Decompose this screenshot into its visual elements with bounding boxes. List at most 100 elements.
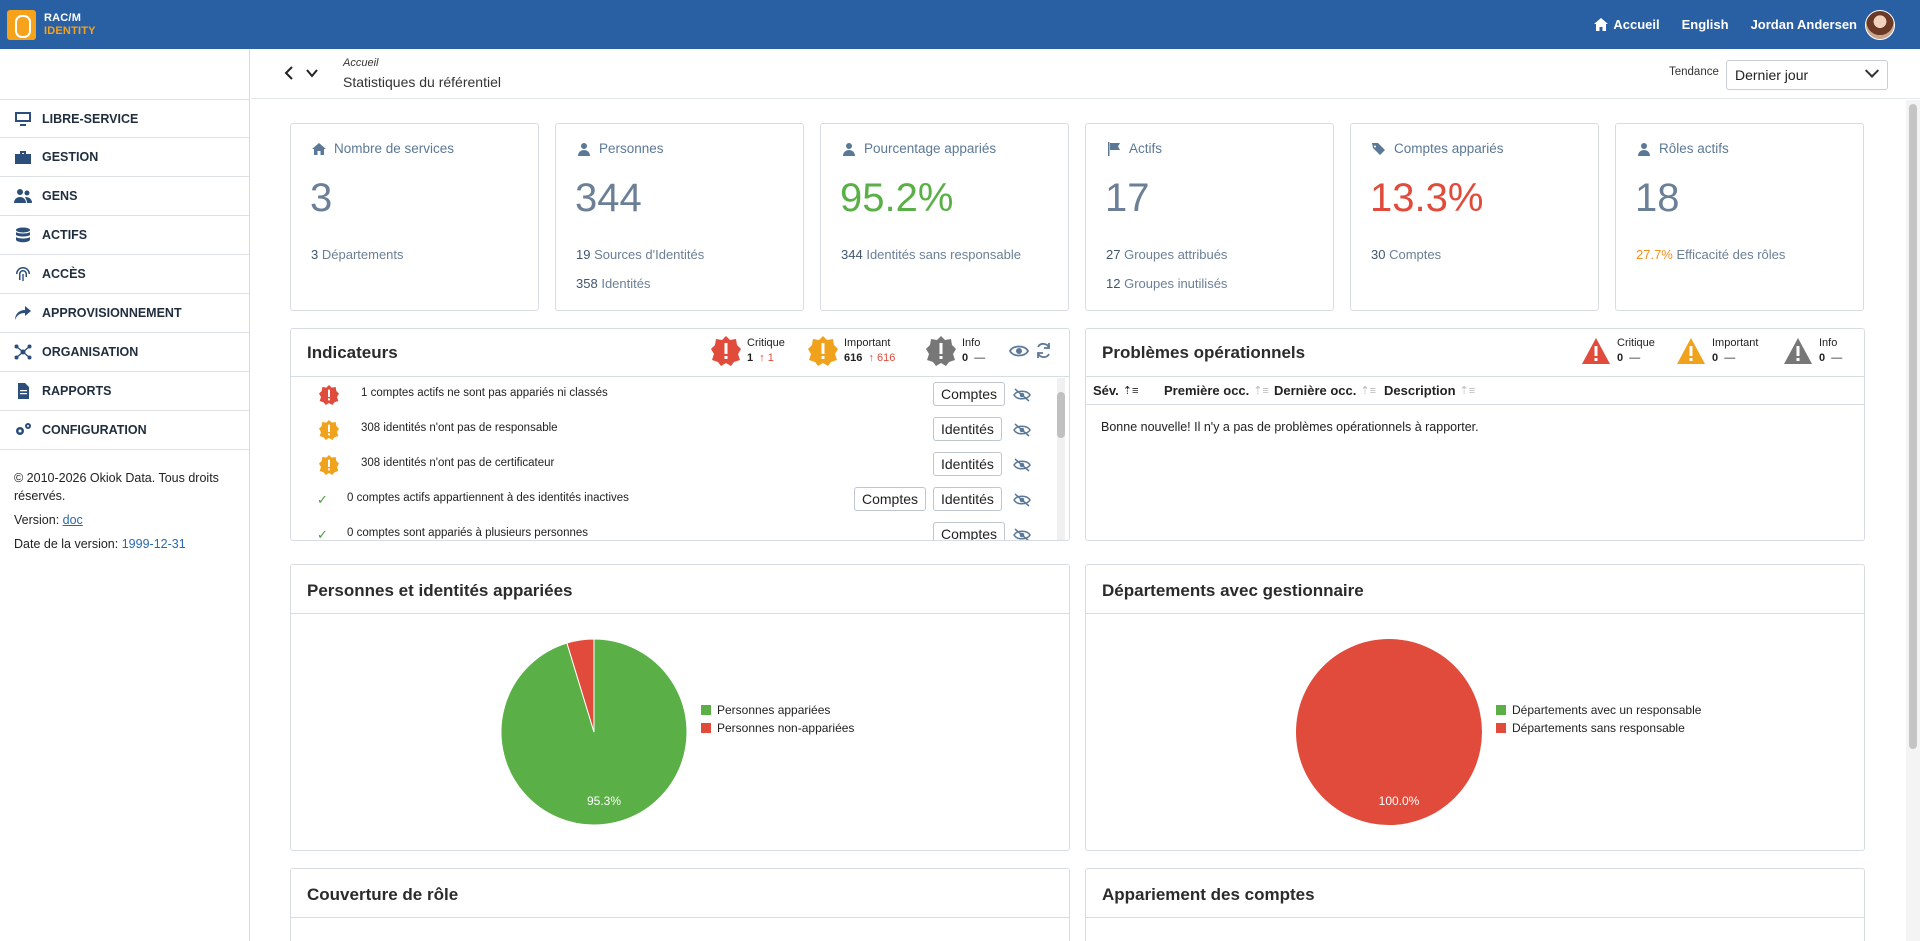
legend-swatch[interactable]: [1496, 723, 1506, 733]
sidebar-item-rapports[interactable]: RAPPORTS: [0, 372, 249, 411]
sidebar-item-gens[interactable]: GENS: [0, 177, 249, 216]
indicators-title: Indicateurs: [307, 343, 398, 362]
sidebar: LIBRE-SERVICE GESTION GENS ACTIFS ACCÈS …: [0, 49, 250, 941]
logo-mark: [7, 10, 36, 40]
departments-chart-title: Départements avec gestionnaire: [1102, 581, 1364, 600]
version-date-line: Date de la version: 1999-12-31: [14, 535, 239, 553]
sidebar-item-organisation[interactable]: ORGANISATION: [0, 333, 249, 372]
eye-slash-icon[interactable]: [1013, 458, 1031, 472]
column-header-last[interactable]: Dernière occ. ⇡≡: [1274, 383, 1376, 398]
page-header: Accueil Statistiques du référentiel Tend…: [251, 49, 1920, 99]
avatar[interactable]: [1865, 9, 1895, 40]
indicator-important[interactable]: Important 616 ↑ 616: [808, 336, 895, 366]
card-sub[interactable]: 19 Sources d'Identités: [576, 247, 704, 262]
card-sub[interactable]: 27.7% Efficacité des rôles: [1636, 247, 1785, 262]
language-link[interactable]: English: [1681, 17, 1729, 32]
card-services[interactable]: Nombre de services 3 3 Départements: [290, 123, 539, 311]
sidebar-item-label: CONFIGURATION: [42, 423, 147, 437]
user-icon: [1638, 142, 1650, 156]
column-header-first[interactable]: Première occ. ⇡≡: [1164, 383, 1269, 398]
trend-select-value: Dernier jour: [1735, 67, 1809, 83]
divider: [291, 376, 1069, 377]
card-sub[interactable]: 12 Groupes inutilisés: [1106, 276, 1227, 291]
sort-icon: ⇡≡: [1253, 385, 1269, 397]
share-arrow-icon: [15, 306, 31, 320]
comptes-button[interactable]: Comptes: [933, 522, 1006, 540]
ops-important-label: Important: [1712, 337, 1759, 349]
pie-slice[interactable]: [1296, 639, 1482, 825]
refresh-icon[interactable]: [1035, 342, 1052, 359]
sidebar-item-approvisionnement[interactable]: APPROVISIONNEMENT: [0, 294, 249, 333]
indicators-scrollbar[interactable]: [1057, 378, 1065, 540]
card-sub[interactable]: 30 Comptes: [1371, 247, 1441, 262]
card-sub[interactable]: 3 Départements: [311, 247, 404, 262]
identites-button[interactable]: Identités: [933, 487, 1002, 511]
ops-info[interactable]: Info 0 —: [1783, 336, 1842, 366]
chevron-left-icon[interactable]: [283, 66, 295, 80]
card-comptes[interactable]: Comptes appariés 13.3% 30 Comptes: [1350, 123, 1599, 311]
empty-message: Bonne nouvelle! Il n'y a pas de problème…: [1101, 420, 1479, 434]
card-sub[interactable]: 344 Identités sans responsable: [841, 247, 1021, 262]
eye-icon[interactable]: [1009, 343, 1029, 359]
legend-label[interactable]: Personnes non-appariées: [717, 721, 854, 735]
card-sub-number: 12: [1106, 276, 1121, 291]
identites-button[interactable]: Identités: [933, 452, 1002, 476]
trend-select[interactable]: Dernier jour: [1726, 60, 1888, 90]
comptes-button[interactable]: Comptes: [933, 382, 1006, 406]
divider: [1086, 376, 1864, 377]
home-link[interactable]: Accueil: [1594, 17, 1660, 32]
card-roles[interactable]: Rôles actifs 18 27.7% Efficacité des rôl…: [1615, 123, 1864, 311]
sidebar-item-configuration[interactable]: CONFIGURATION: [0, 411, 249, 450]
version-doc-link[interactable]: doc: [62, 513, 83, 527]
sidebar-item-acces[interactable]: ACCÈS: [0, 255, 249, 294]
sidebar-item-actifs[interactable]: ACTIFS: [0, 216, 249, 255]
eye-slash-icon[interactable]: [1013, 493, 1031, 507]
ops-critique[interactable]: Critique 0 —: [1581, 336, 1655, 366]
sidebar-item-gestion[interactable]: GESTION: [0, 138, 249, 177]
app-logo[interactable]: RAC/M IDENTITY: [7, 10, 97, 40]
indicator-row: 308 identités n'ont pas de certificateur…: [291, 447, 1061, 482]
scrollbar-thumb[interactable]: [1057, 392, 1065, 438]
departments-chart-panel: Départements avec gestionnaire 100.0% Dép…: [1085, 564, 1865, 851]
departments-pie-chart: 100.0% Départements avec un responsable Dé…: [1296, 639, 1702, 825]
comptes-button[interactable]: Comptes: [854, 487, 927, 511]
legend-label[interactable]: Départements avec un responsable: [1512, 703, 1702, 717]
card-sub-text: Identités sans responsable: [866, 247, 1021, 262]
eye-slash-icon[interactable]: [1013, 423, 1031, 437]
indicator-critique[interactable]: Critique 1 ↑ 1: [711, 336, 785, 366]
important-badge-icon: [319, 455, 339, 475]
important-trend: ↑ 616: [868, 352, 896, 364]
user-name[interactable]: Jordan Andersen: [1750, 17, 1857, 32]
pie-data-label: 95.3%: [587, 794, 621, 808]
card-pourcentage[interactable]: Pourcentage appariés 95.2% 344 Identités…: [820, 123, 1069, 311]
column-header-severity[interactable]: Sév. ⇡≡: [1093, 383, 1138, 398]
pie-slice[interactable]: [566, 638, 595, 733]
breadcrumb[interactable]: Accueil: [343, 57, 379, 69]
sidebar-item-libre-service[interactable]: LIBRE-SERVICE: [0, 99, 249, 138]
legend-swatch[interactable]: [1496, 705, 1506, 715]
legend-label[interactable]: Départements sans responsable: [1512, 721, 1685, 735]
chevron-down-icon[interactable]: [305, 66, 319, 80]
scrollbar-thumb[interactable]: [1909, 104, 1917, 749]
card-sub[interactable]: 27 Groupes attribués: [1106, 247, 1227, 262]
warning-triangle-icon: [1582, 338, 1610, 364]
page-scrollbar[interactable]: [1906, 100, 1920, 941]
ops-important[interactable]: Important 0 —: [1676, 336, 1758, 366]
card-actifs[interactable]: Actifs 17 27 Groupes attribués 12 Groupe…: [1085, 123, 1334, 311]
critique-count: 1: [747, 352, 754, 364]
indicator-info[interactable]: Info 0 —: [926, 336, 985, 366]
persons-chart-panel: Personnes et identités appariées 95.3% Pe…: [290, 564, 1070, 851]
indicator-text: 308 identités n'ont pas de certificateur: [361, 457, 555, 469]
column-header-description[interactable]: Description ⇡≡: [1384, 383, 1475, 398]
legend-label[interactable]: Personnes appariées: [717, 703, 830, 717]
critique-label: Critique: [747, 337, 785, 349]
card-sub[interactable]: 358 Identités: [576, 276, 650, 291]
card-sub-number: 30: [1371, 247, 1386, 262]
eye-slash-icon[interactable]: [1013, 388, 1031, 402]
card-personnes[interactable]: Personnes 344 19 Sources d'Identités 358…: [555, 123, 804, 311]
legend-swatch[interactable]: [701, 705, 711, 715]
legend-swatch[interactable]: [701, 723, 711, 733]
eye-slash-icon[interactable]: [1013, 528, 1031, 541]
identites-button[interactable]: Identités: [933, 417, 1002, 441]
accounts-panel-title: Appariement des comptes: [1102, 885, 1315, 904]
